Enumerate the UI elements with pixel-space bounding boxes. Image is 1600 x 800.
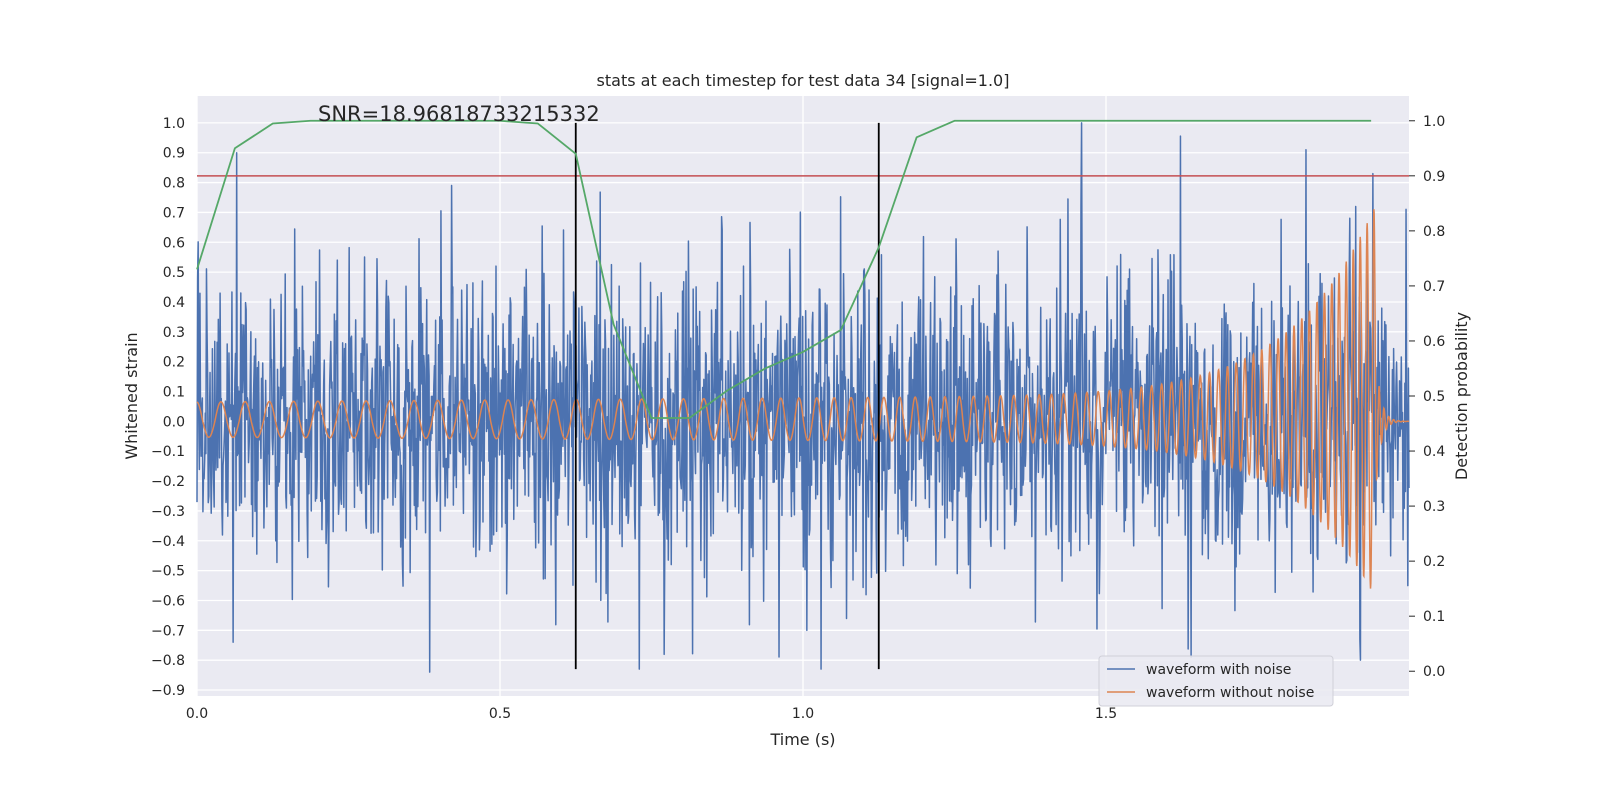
y-tick-label: 0.5 [163,265,185,281]
y-tick-label: 0.7 [163,205,185,221]
series-layer [196,122,1410,673]
y-tick-label: −0.9 [151,683,185,699]
series-waveform-without-noise [196,209,1410,589]
y2-tick-label: 0.5 [1423,389,1445,405]
y-tick-label: −0.8 [151,653,185,669]
y2-tick-label: 1.0 [1423,114,1445,130]
y2-axis-label: Detection probability [1452,312,1471,480]
x-tick-label: 0.5 [489,706,511,722]
legend-box [1098,655,1334,707]
y-tick-label: −0.6 [151,593,185,609]
x-tick-label: 1.5 [1095,706,1117,722]
y2-tick-label: 0.1 [1423,609,1445,625]
y2-tick-label: 0.2 [1423,554,1445,570]
y-tick-label: −0.3 [151,504,185,520]
y-tick-label: −0.1 [151,444,185,460]
y-tick-label: 0.9 [163,146,185,162]
y-tick-label: 0.8 [163,176,185,192]
y2-tick-label: 0.4 [1423,444,1445,460]
y2-tick-label: 0.6 [1423,334,1445,350]
y-tick-label: −0.4 [151,534,185,550]
y-tick-label: 0.1 [163,385,185,401]
y-axis-label: Whitened strain [122,332,141,459]
tick-labels: 0.0 0.5 1.0 1.5 1.0 0.9 0.8 0.7 0.6 0.5 0.4 0.3 0.2 0… [151,114,1445,722]
y-tick-label: −0.2 [151,474,185,490]
legend: waveform with noise waveform without noi… [1098,655,1334,707]
series-detection-probability [196,119,1372,419]
x-axis-label: Time (s) [769,730,835,749]
marker-layer [196,119,1409,670]
x-tick-label: 0.0 [186,706,208,722]
snr-annotation: SNR=18.96818733215332 [318,102,600,126]
y2-tick-label: 0.8 [1423,224,1445,240]
y-tick-label: −0.5 [151,564,185,580]
legend-label-noise: waveform with noise [1146,662,1291,678]
chart-title: stats at each timestep for test data 34 … [597,71,1010,90]
y-tick-label: 0.4 [163,295,185,311]
y2-tick-label: 0.9 [1423,169,1445,185]
y2-tick-label: 0.0 [1423,664,1445,680]
y2-tick-label: 0.7 [1423,279,1445,295]
y-tick-label: 0.0 [163,414,185,430]
x-tick-label: 1.0 [792,706,814,722]
y-tick-label: 0.2 [163,355,185,371]
y2-tick-label: 0.3 [1423,499,1445,515]
legend-label-clean: waveform without noise [1146,685,1314,701]
y-tick-label: 1.0 [163,116,185,132]
y-tick-label: −0.7 [151,623,185,639]
y-tick-label: 0.6 [163,235,185,251]
y-tick-label: 0.3 [163,325,185,341]
